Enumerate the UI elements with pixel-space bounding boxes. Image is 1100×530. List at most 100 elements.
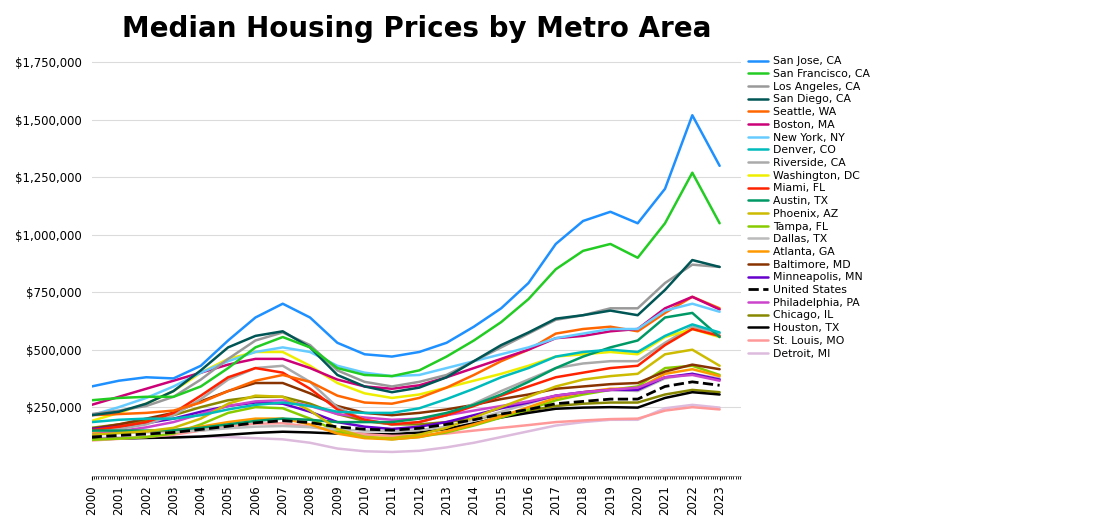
Detroit, MI <box>576 419 590 425</box>
Dallas, TX <box>412 427 426 434</box>
Baltimore, MD <box>304 390 317 396</box>
Atlanta, GA <box>331 430 344 437</box>
United States <box>685 378 698 385</box>
Seattle, WA <box>276 372 289 378</box>
Washington, DC <box>659 334 672 340</box>
New York, NY <box>167 383 180 390</box>
Phoenix, AZ <box>440 425 453 431</box>
Minneapolis, MN <box>468 412 481 418</box>
Los Angeles, CA <box>167 394 180 400</box>
Atlanta, GA <box>576 389 590 395</box>
Los Angeles, CA <box>140 403 153 409</box>
Detroit, MI <box>631 417 645 423</box>
Detroit, MI <box>331 445 344 452</box>
Philadelphia, PA <box>358 414 371 421</box>
United States <box>167 429 180 436</box>
Detroit, MI <box>221 434 234 440</box>
San Diego, CA <box>412 384 426 391</box>
Baltimore, MD <box>195 398 208 404</box>
Riverside, CA <box>412 419 426 425</box>
Boston, MA <box>604 328 617 334</box>
Chicago, IL <box>304 401 317 407</box>
United States <box>631 396 645 402</box>
San Jose, CA <box>276 301 289 307</box>
Atlanta, GA <box>685 366 698 373</box>
Line: San Jose, CA: San Jose, CA <box>91 115 719 386</box>
Boston, MA <box>549 335 562 341</box>
Miami, FL <box>249 365 262 371</box>
Miami, FL <box>85 427 98 434</box>
Boston, MA <box>276 356 289 362</box>
Los Angeles, CA <box>631 305 645 312</box>
Miami, FL <box>521 383 535 390</box>
San Jose, CA <box>713 163 726 169</box>
Philadelphia, PA <box>195 411 208 417</box>
San Diego, CA <box>221 344 234 350</box>
Phoenix, AZ <box>276 394 289 400</box>
Denver, CO <box>140 416 153 422</box>
Boston, MA <box>304 365 317 371</box>
Phoenix, AZ <box>412 431 426 438</box>
San Diego, CA <box>140 401 153 407</box>
New York, NY <box>549 335 562 341</box>
Miami, FL <box>112 423 125 430</box>
St. Louis, MO <box>713 407 726 413</box>
Tampa, FL <box>140 434 153 440</box>
Denver, CO <box>112 417 125 423</box>
Atlanta, GA <box>604 386 617 392</box>
Washington, DC <box>385 395 398 401</box>
Riverside, CA <box>358 417 371 423</box>
Philadelphia, PA <box>631 384 645 391</box>
Riverside, CA <box>140 421 153 428</box>
Houston, TX <box>631 404 645 411</box>
New York, NY <box>140 395 153 401</box>
Detroit, MI <box>358 448 371 454</box>
Miami, FL <box>604 365 617 371</box>
St. Louis, MO <box>412 432 426 439</box>
Washington, DC <box>713 334 726 340</box>
Denver, CO <box>604 347 617 353</box>
Philadelphia, PA <box>85 431 98 438</box>
United States <box>358 426 371 432</box>
United States <box>495 411 508 417</box>
Line: Dallas, TX: Dallas, TX <box>91 374 719 434</box>
St. Louis, MO <box>276 420 289 427</box>
Los Angeles, CA <box>385 383 398 390</box>
Minneapolis, MN <box>249 400 262 406</box>
Houston, TX <box>304 429 317 436</box>
Dallas, TX <box>85 430 98 437</box>
San Diego, CA <box>631 312 645 319</box>
Houston, TX <box>685 389 698 395</box>
Washington, DC <box>412 391 426 398</box>
Tampa, FL <box>713 372 726 378</box>
Minneapolis, MN <box>140 420 153 427</box>
Baltimore, MD <box>713 366 726 373</box>
Atlanta, GA <box>713 373 726 379</box>
San Diego, CA <box>576 312 590 319</box>
Baltimore, MD <box>549 386 562 392</box>
Dallas, TX <box>358 427 371 434</box>
Phoenix, AZ <box>358 434 371 440</box>
New York, NY <box>604 326 617 332</box>
San Diego, CA <box>331 372 344 378</box>
Tampa, FL <box>495 414 508 421</box>
Atlanta, GA <box>549 395 562 401</box>
Washington, DC <box>685 326 698 332</box>
San Jose, CA <box>631 220 645 226</box>
Detroit, MI <box>85 435 98 441</box>
Miami, FL <box>713 333 726 339</box>
United States <box>85 434 98 440</box>
Boston, MA <box>167 377 180 384</box>
Baltimore, MD <box>249 380 262 386</box>
Philadelphia, PA <box>495 403 508 409</box>
Denver, CO <box>631 349 645 355</box>
Miami, FL <box>631 363 645 369</box>
Seattle, WA <box>331 393 344 399</box>
Austin, TX <box>495 391 508 398</box>
United States <box>112 432 125 439</box>
Atlanta, GA <box>358 435 371 441</box>
Detroit, MI <box>495 434 508 440</box>
Baltimore, MD <box>140 416 153 422</box>
Austin, TX <box>167 427 180 434</box>
United States <box>549 401 562 407</box>
